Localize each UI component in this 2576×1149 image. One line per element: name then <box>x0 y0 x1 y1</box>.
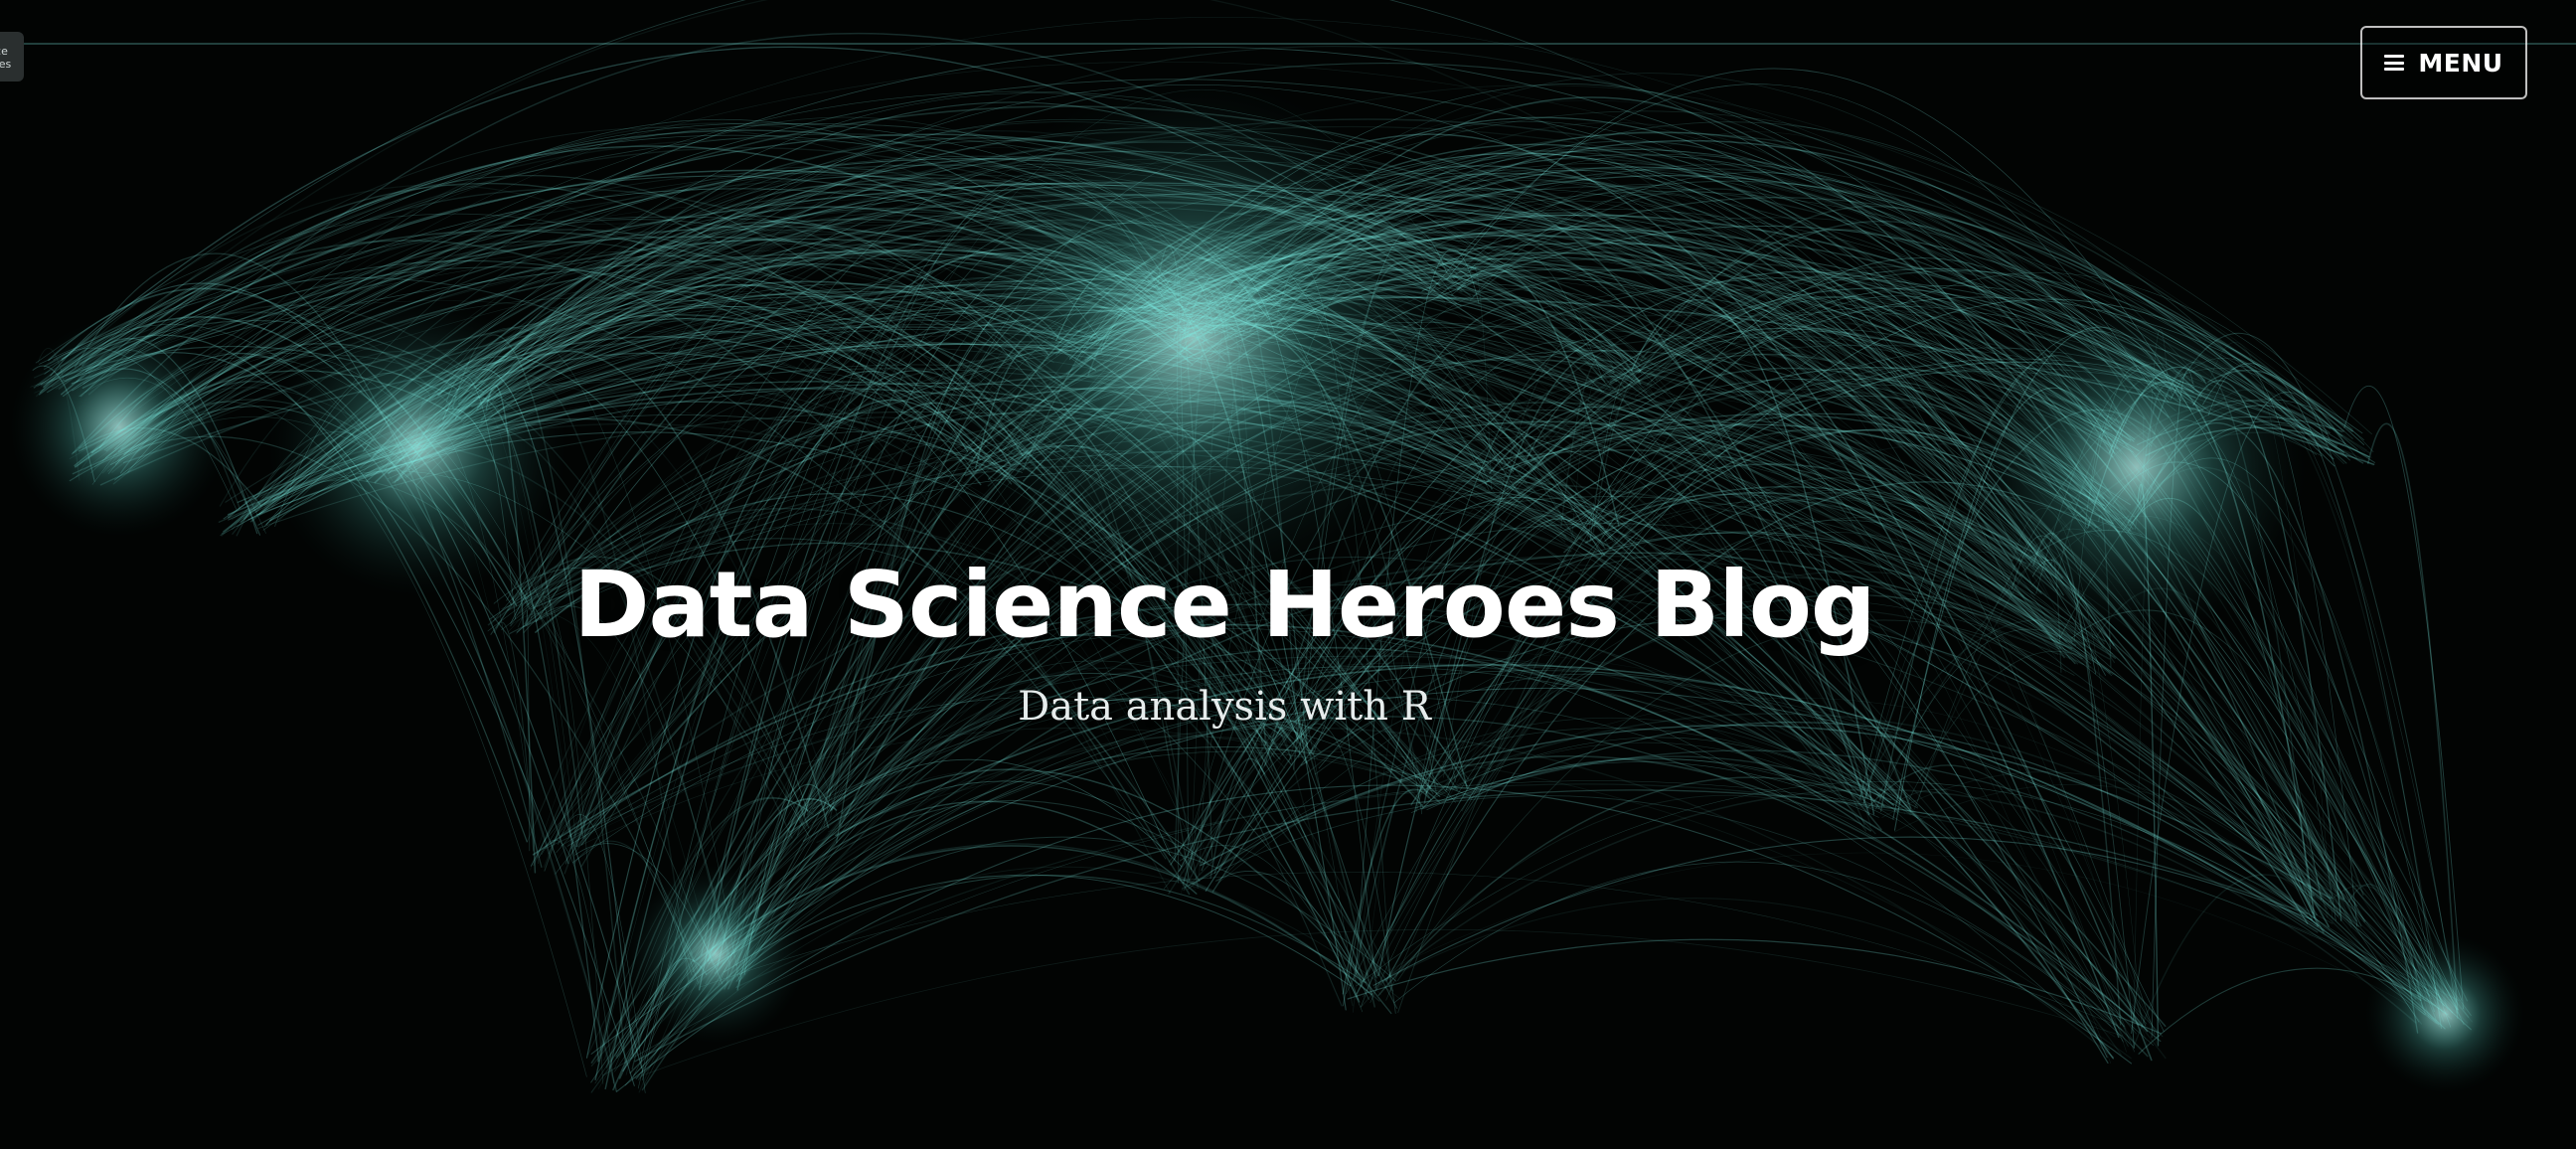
logo-text-line: ice <box>0 45 8 58</box>
hamburger-icon <box>2384 55 2405 71</box>
site-subtitle: Data analysis with R <box>1018 684 1431 730</box>
logo-text-line: e <box>0 32 24 45</box>
menu-label: MENU <box>2418 48 2503 78</box>
menu-button[interactable]: MENU <box>2360 26 2527 99</box>
site-title: Data Science Heroes Blog <box>573 552 1876 658</box>
site-logo[interactable]: e ice oes <box>0 32 24 82</box>
logo-text-line: oes <box>0 58 12 71</box>
